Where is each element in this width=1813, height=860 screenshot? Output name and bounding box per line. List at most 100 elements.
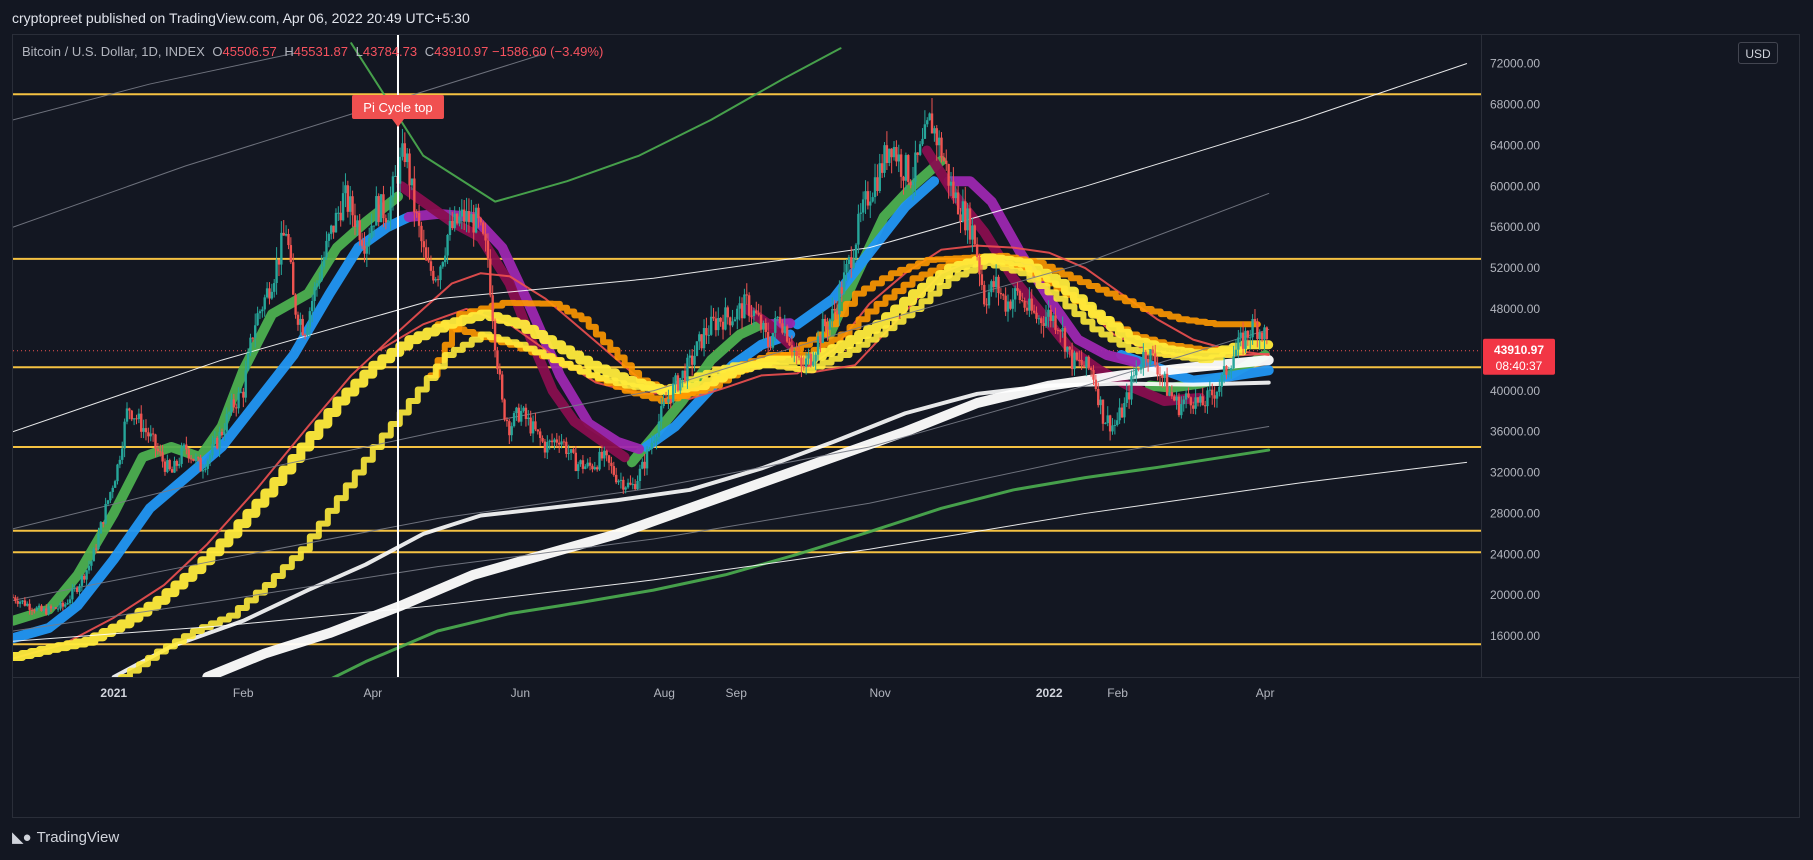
candle-body-480 [1151, 349, 1155, 354]
candle-body-78 [197, 457, 200, 459]
candle-body-471 [1130, 376, 1133, 400]
candle-body-361 [869, 201, 872, 206]
candle-body-430 [1032, 310, 1036, 313]
candle-body-459 [1101, 399, 1105, 424]
currency-button[interactable]: USD [1738, 42, 1778, 64]
price-chart[interactable]: Pi Cycle top 72000.00 68000.00 64000.00 600… [13, 35, 1799, 817]
candle-body-170 [415, 212, 418, 214]
candle-body-168 [410, 178, 414, 186]
candle-body-144 [353, 215, 357, 227]
y-tick-label-11: 28000.00 [1490, 506, 1540, 520]
candle-body-169 [413, 178, 416, 213]
candle-body-411 [987, 292, 991, 306]
candle-body-205 [498, 369, 502, 375]
candle-body-343 [826, 326, 829, 330]
candle-body-209 [508, 421, 511, 436]
candle-body-400 [961, 201, 965, 222]
chart-frame[interactable]: Pi Cycle top 72000.00 68000.00 64000.00 600… [12, 34, 1800, 818]
candle-body-19 [56, 608, 60, 610]
candle-body-76 [192, 458, 195, 461]
candle-body-26 [73, 587, 76, 589]
candle-body-133 [327, 233, 331, 241]
candle-body-465 [1116, 420, 1119, 425]
candles [13, 98, 1269, 616]
candle-body-395 [949, 181, 953, 186]
candle-body-189 [460, 209, 464, 217]
candle-body-306 [738, 303, 741, 309]
candle-body-106 [263, 297, 266, 310]
candle-body-82 [206, 460, 209, 469]
candle-body-202 [491, 295, 494, 321]
candle-body-176 [429, 261, 433, 271]
candle-body-251 [607, 455, 611, 463]
candle-body-25 [71, 588, 74, 600]
candle-body-505 [1211, 389, 1214, 396]
candle-body-399 [959, 214, 962, 222]
candle-body-171 [417, 212, 421, 226]
candle-body-461 [1106, 415, 1109, 424]
candle-body-91 [227, 412, 231, 415]
candle-body-219 [531, 421, 535, 434]
candle-body-315 [759, 314, 763, 330]
candle-body-431 [1035, 312, 1038, 319]
candle-body-360 [866, 191, 870, 206]
candle-body-105 [261, 309, 264, 312]
candle-body-1 [14, 597, 17, 602]
candle-body-508 [1218, 386, 1221, 392]
candle-body-398 [956, 192, 960, 215]
candle-body-517 [1239, 332, 1242, 338]
candle-body-235 [569, 449, 573, 453]
x-tick-label-5: Sep [726, 686, 748, 700]
candle-body-364 [876, 177, 879, 192]
candle-body-450 [1080, 359, 1083, 366]
candle-body-503 [1206, 390, 1209, 407]
candle-body-408 [980, 274, 984, 285]
candle-body-281 [679, 377, 682, 391]
candle-body-190 [462, 209, 466, 222]
candle-body-186 [453, 213, 456, 229]
candle-body-484 [1161, 375, 1164, 378]
candle-body-366 [880, 163, 884, 173]
candle-body-13 [42, 608, 46, 611]
candle-body-141 [346, 185, 350, 212]
candle-body-239 [579, 460, 582, 465]
footer-brand[interactable]: ◣● TradingView [12, 828, 119, 847]
candle-body-56 [144, 428, 148, 433]
candle-body-384 [923, 124, 927, 139]
candle-body-232 [562, 441, 566, 443]
candle-body-247 [598, 451, 601, 470]
candle-body-200 [486, 240, 490, 259]
y-tick-label-9: 36000.00 [1490, 425, 1540, 439]
candle-body-74 [187, 449, 190, 459]
candle-body-344 [828, 319, 832, 330]
candle-body-478 [1146, 358, 1150, 363]
candle-body-225 [546, 442, 549, 453]
candle-body-17 [52, 607, 55, 609]
candle-body-129 [318, 280, 321, 284]
candle-body-479 [1149, 349, 1152, 363]
candle-body-48 [125, 408, 129, 422]
candle-body-35 [94, 548, 98, 550]
candle-body-521 [1249, 337, 1252, 339]
candle-body-234 [567, 452, 570, 454]
x-tick-label-0: 2021 [100, 686, 127, 700]
price-badge-countdown: 08:40:37 [1496, 359, 1543, 373]
candle-body-307 [740, 303, 744, 319]
candle-body-502 [1203, 405, 1207, 407]
candle-body-218 [529, 417, 532, 434]
indicator-line-23 [13, 63, 1468, 433]
candle-body-269 [650, 442, 653, 449]
candle-body-138 [339, 212, 342, 221]
candle-body-73 [185, 444, 188, 450]
candle-body-287 [693, 355, 696, 365]
candle-body-509 [1220, 374, 1223, 387]
candle-body-226 [548, 440, 551, 443]
candle-body-421 [1011, 299, 1014, 309]
candle-body-486 [1165, 373, 1169, 396]
indicator-line-25 [13, 52, 295, 121]
candle-body-379 [911, 181, 915, 186]
candle-body-383 [921, 138, 924, 145]
candle-body-62 [159, 451, 162, 453]
candle-body-495 [1187, 393, 1190, 398]
candle-body-228 [553, 439, 556, 443]
